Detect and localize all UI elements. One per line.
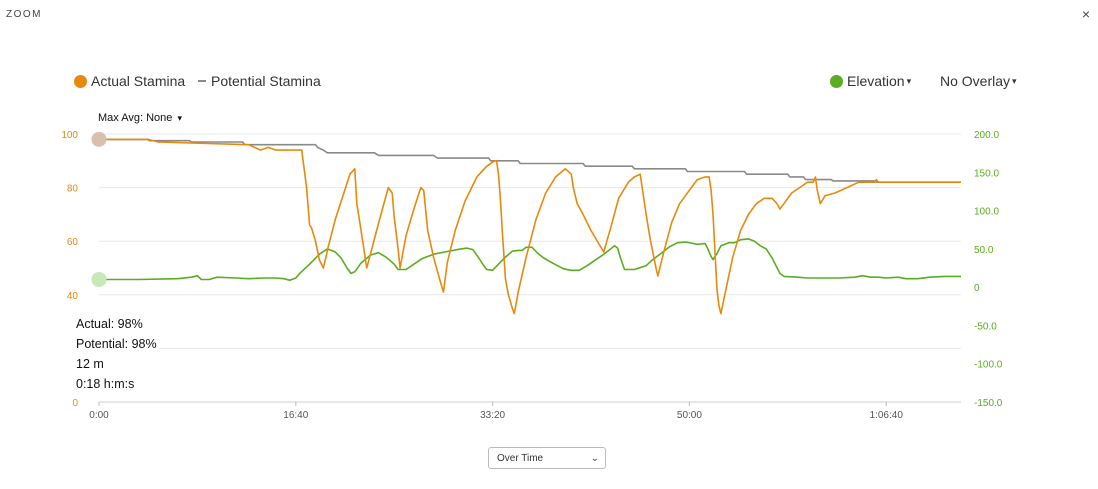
y-right-tick-label: 50.0 — [974, 245, 994, 256]
overlay-dropdown[interactable]: No Overlay ▾ — [940, 73, 1017, 89]
window-title: ZOOM — [6, 9, 42, 20]
y-right-tick-label: -50.0 — [974, 321, 997, 332]
x-tick-label: 50:00 — [677, 410, 702, 421]
readout-potential: Potential: 98% — [74, 337, 159, 351]
chevron-down-icon: ⌄ — [590, 452, 599, 464]
readout-actual: Actual: 98% — [74, 317, 145, 331]
mode-select-value: Over Time — [497, 452, 544, 464]
elevation-dropdown-label: Elevation — [847, 73, 905, 89]
caret-down-icon: ▾ — [177, 113, 182, 123]
caret-down-icon: ▾ — [906, 75, 912, 86]
x-tick-label: 1:06:40 — [870, 410, 904, 421]
potential-stamina-swatch — [198, 80, 206, 82]
y-left-tick-label: 100 — [61, 130, 78, 141]
legend-potential-label: Potential Stamina — [211, 73, 321, 89]
actual-stamina-marker — [91, 131, 107, 147]
max-avg-dropdown[interactable]: Max Avg: None ▾ — [98, 112, 182, 124]
y-left-tick-label: 0 — [72, 398, 78, 409]
elevation-line — [99, 238, 961, 282]
potential-stamina-line — [99, 138, 961, 183]
overlay-dropdown-label: No Overlay — [940, 73, 1011, 89]
elevation-dropdown[interactable]: Elevation ▾ — [830, 73, 911, 89]
elevation-marker — [91, 271, 107, 287]
mode-select[interactable]: Over Time ⌄ — [488, 447, 606, 469]
max-avg-label: Max Avg: None — [98, 112, 173, 124]
x-tick-label: 33:20 — [480, 410, 505, 421]
readout-time: 0:18 h:m:s — [74, 377, 137, 391]
close-icon[interactable]: × — [1081, 6, 1090, 22]
y-right-tick-label: 100.0 — [974, 207, 999, 218]
legend-actual-stamina[interactable]: Actual Stamina — [74, 73, 185, 89]
x-tick-label: 16:40 — [283, 410, 308, 421]
actual-stamina-swatch — [74, 74, 87, 88]
y-left-tick-label: 40 — [67, 291, 79, 302]
y-left-tick-label: 60 — [67, 237, 79, 248]
x-tick-label: 0:00 — [89, 410, 109, 421]
y-right-tick-label: 0 — [974, 283, 980, 294]
legend-actual-label: Actual Stamina — [91, 73, 186, 89]
legend-potential-stamina[interactable]: Potential Stamina — [198, 73, 321, 89]
y-right-tick-label: 150.0 — [974, 168, 999, 179]
y-left-tick-label: 80 — [67, 184, 79, 195]
y-right-tick-label: -100.0 — [974, 360, 1003, 371]
y-right-tick-label: 200.0 — [974, 130, 999, 141]
elevation-swatch — [830, 74, 843, 88]
readout-distance: 12 m — [74, 357, 106, 371]
actual-stamina-line — [99, 138, 961, 315]
caret-down-icon: ▾ — [1012, 75, 1017, 86]
y-right-tick-label: -150.0 — [974, 398, 1003, 409]
